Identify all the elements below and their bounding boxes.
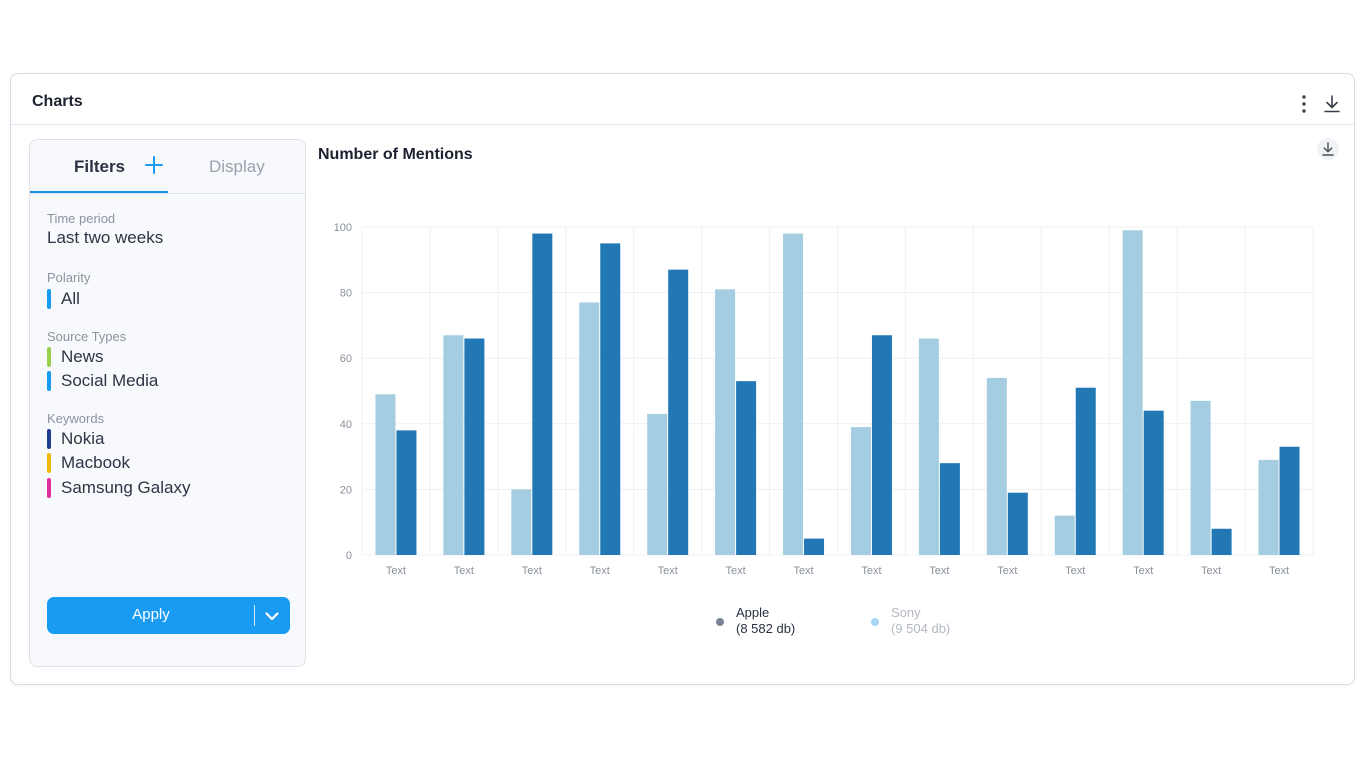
legend-dot — [716, 618, 724, 626]
y-tick-label: 20 — [340, 484, 352, 496]
x-tick-label: Text — [1201, 565, 1221, 577]
bar-apple — [1143, 410, 1164, 555]
bar-apple — [464, 338, 485, 555]
x-tick-label: Text — [454, 565, 474, 577]
card-title: Charts — [32, 93, 83, 110]
apply-button[interactable]: Apply — [47, 597, 290, 634]
filter-item-label: Macbook — [61, 453, 130, 472]
filter-item-label: Nokia — [61, 429, 105, 448]
chart-title: Number of Mentions — [318, 146, 473, 163]
bar-chart: 0 20 40 60 80 100 Text Text Text Text Text Text Text… — [334, 222, 1314, 577]
tab-filters-label: Filters — [74, 157, 126, 176]
bar-sony — [783, 233, 804, 555]
bar-apple — [1075, 387, 1096, 555]
y-tick-label: 40 — [340, 419, 352, 431]
download-icon[interactable] — [1322, 94, 1342, 114]
y-tick-label: 60 — [340, 353, 352, 365]
y-tick-label: 0 — [346, 550, 352, 562]
x-tick-label: Text — [793, 565, 813, 577]
legend-series-name: Sony — [891, 605, 921, 620]
color-marker — [47, 478, 51, 498]
bar-sony — [1122, 230, 1143, 555]
color-marker — [47, 429, 51, 449]
card-header: Charts — [11, 74, 1354, 125]
bar-sony — [918, 338, 939, 555]
x-tick-label: Text — [861, 565, 881, 577]
bar-apple — [939, 463, 960, 555]
bar-sony — [715, 289, 736, 555]
filter-item-label: All — [61, 289, 80, 308]
bar-sony — [1190, 400, 1211, 555]
time-period-value[interactable]: Last two weeks — [47, 228, 164, 247]
x-tick-label: Text — [1065, 565, 1085, 577]
more-options-icon[interactable] — [1294, 94, 1314, 114]
y-tick-label: 100 — [334, 222, 352, 234]
x-tick-label: Text — [1269, 565, 1289, 577]
x-tick-label: Text — [1133, 565, 1153, 577]
bar-sony — [511, 489, 532, 555]
add-filter-icon[interactable] — [144, 155, 164, 175]
x-tick-label: Text — [522, 565, 542, 577]
color-marker — [47, 453, 51, 473]
chart-download-button[interactable] — [1317, 138, 1339, 160]
color-marker — [47, 371, 51, 391]
bar-apple — [1007, 492, 1028, 555]
bar-apple — [396, 430, 417, 555]
bar-apple — [804, 538, 825, 555]
x-tick-label: Text — [386, 565, 406, 577]
tab-filters[interactable]: Filters — [30, 140, 168, 193]
y-tick-label: 80 — [340, 288, 352, 300]
bar-sony — [443, 335, 464, 555]
filter-item-label: Samsung Galaxy — [61, 478, 191, 497]
legend-dot — [871, 618, 879, 626]
bar-sony — [1258, 459, 1279, 555]
filter-item-label: News — [61, 347, 104, 366]
legend-series-count: (9 504 db) — [891, 621, 951, 636]
legend-item-apple[interactable]: Apple (8 582 db) — [716, 605, 795, 637]
x-tick-label: Text — [929, 565, 949, 577]
panel-tabs: Filters Display — [30, 140, 305, 194]
time-period-label: Time period — [47, 211, 116, 226]
bar-apple — [736, 381, 757, 555]
polarity-label: Polarity — [47, 270, 91, 285]
filter-panel: Filters Display Time period Last two wee… — [29, 139, 306, 667]
legend-series-name: Apple — [736, 605, 770, 620]
legend-series-count: (8 582 db) — [736, 621, 796, 636]
color-marker — [47, 347, 51, 367]
x-tick-label: Text — [997, 565, 1017, 577]
bar-apple — [1211, 528, 1232, 555]
x-tick-label: Text — [590, 565, 610, 577]
tab-display[interactable]: Display — [209, 157, 265, 176]
bar-sony — [850, 427, 871, 555]
x-tick-label: Text — [658, 565, 678, 577]
x-tick-label: Text — [726, 565, 746, 577]
keywords-label: Keywords — [47, 411, 105, 426]
color-marker — [47, 289, 51, 309]
bar-apple — [1279, 446, 1300, 555]
bar-sony — [375, 394, 396, 555]
chevron-down-icon[interactable] — [263, 607, 281, 625]
bar-sony — [986, 377, 1007, 555]
bar-sony — [579, 302, 600, 555]
bar-apple — [871, 335, 892, 555]
bar-sony — [647, 413, 668, 555]
bar-apple — [600, 243, 621, 555]
bar-sony — [1054, 515, 1075, 555]
download-icon — [1322, 142, 1334, 156]
apply-button-label: Apply — [132, 606, 170, 623]
bar-apple — [532, 233, 553, 555]
bar-apple — [668, 269, 689, 555]
filter-item-label: Social Media — [61, 371, 159, 390]
legend-item-sony[interactable]: Sony (9 504 db) — [871, 605, 950, 637]
button-divider — [254, 605, 255, 626]
charts-card: Charts Filters Display Time period Last … — [10, 73, 1355, 685]
source-types-label: Source Types — [47, 329, 127, 344]
